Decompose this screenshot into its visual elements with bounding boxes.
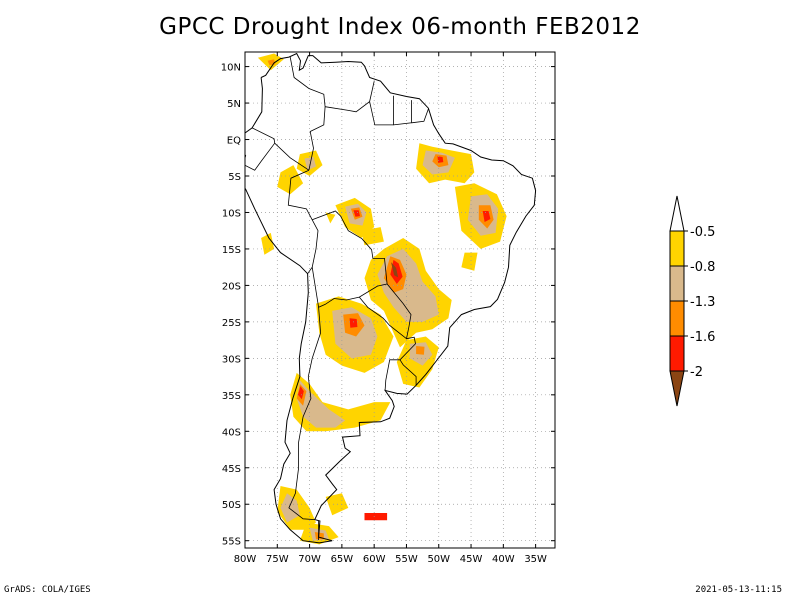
drought-patch-lvl-minus1-6 xyxy=(437,156,444,163)
footer-timestamp: 2021-05-13-11:15 xyxy=(695,585,782,595)
country-border xyxy=(369,95,394,126)
lon-tick-label: 75W xyxy=(266,554,289,565)
lon-tick-label: 60W xyxy=(363,554,386,565)
lon-tick-label: 50W xyxy=(427,554,450,565)
legend-label: -0.5 xyxy=(690,225,715,240)
drought-patch-lvl-minus1-6 xyxy=(482,211,491,222)
lat-tick-label: 20S xyxy=(222,281,241,292)
lat-tick-label: 55S xyxy=(222,537,241,548)
map-title: GPCC Drought Index 06-month FEB2012 xyxy=(159,14,641,40)
drought-regions xyxy=(257,53,507,545)
lon-tick-label: 40W xyxy=(492,554,515,565)
drought-patch-lvl-minus0-5 xyxy=(461,252,478,271)
drought-patch-lvl-minus0-5 xyxy=(277,165,304,195)
drought-patch-lvl-minus1-6 xyxy=(364,513,388,521)
drought-patch-lvl-minus0-5 xyxy=(361,227,384,246)
lat-tick-label: 45S xyxy=(222,464,241,475)
country-border xyxy=(245,127,276,171)
footer-credit: GrADS: COLA/IGES xyxy=(4,585,91,595)
map-frame xyxy=(244,51,556,549)
legend-label: -0.8 xyxy=(690,260,715,275)
drought-patch-lvl-minus1-6 xyxy=(298,386,304,400)
lat-tick-label: 30S xyxy=(222,354,241,365)
country-border xyxy=(311,267,388,308)
country-border xyxy=(312,210,388,285)
drought-patch-lvl-minus0-8 xyxy=(280,493,300,523)
drought-patch-lvl-minus2 xyxy=(391,262,399,278)
legend-swatch xyxy=(669,230,685,267)
drought-patch-lvl-minus0-5 xyxy=(325,212,336,224)
lat-tick-label: 35S xyxy=(222,391,241,402)
lat-tick-label: 25S xyxy=(222,318,241,329)
lon-tick-label: 55W xyxy=(395,554,418,565)
lon-tick-label: 70W xyxy=(298,554,321,565)
lat-tick-label: 50S xyxy=(222,500,241,511)
drought-patch-lvl-minus0-5 xyxy=(261,232,275,255)
country-border xyxy=(325,81,375,113)
lat-lon-grid xyxy=(244,52,555,548)
coastline xyxy=(245,52,537,544)
drought-patch-lvl-minus0-8 xyxy=(296,380,346,428)
lat-tick-label: 5S xyxy=(228,172,241,183)
drought-patch-lvl-minus1-6 xyxy=(353,210,360,217)
legend-swatch xyxy=(669,265,685,302)
country-border xyxy=(288,307,322,520)
country-border xyxy=(393,100,413,126)
legend-label: -2 xyxy=(690,365,703,380)
axis-ticks: 80W 75W 70W 65W 60W 55W 50W 45W 40W 35W 10N 5N EQ 5S 1… xyxy=(221,52,555,565)
lon-tick-label: 65W xyxy=(331,554,354,565)
lat-tick-label: 15S xyxy=(222,245,241,256)
legend-cap-top xyxy=(669,195,685,232)
drought-patch-lvl-minus1-6 xyxy=(349,318,358,328)
country-borders xyxy=(245,57,429,540)
lat-tick-label: 5N xyxy=(227,99,241,110)
legend-label: -1.6 xyxy=(690,330,715,345)
legend-swatch xyxy=(669,335,685,372)
lat-tick-label: 40S xyxy=(222,427,241,438)
legend-swatch xyxy=(669,300,685,337)
country-border xyxy=(399,359,417,386)
drought-patch-lvl-minus1-3 xyxy=(416,346,425,355)
color-legend: -0.5 -0.8 -1.3 -1.6 -2 xyxy=(669,195,715,407)
lat-tick-label: EQ xyxy=(227,136,241,147)
coastline-line xyxy=(245,52,537,544)
lon-tick-label: 80W xyxy=(234,554,257,565)
lat-tick-label: 10S xyxy=(222,208,241,219)
lon-tick-label: 45W xyxy=(460,554,483,565)
country-border xyxy=(274,142,310,171)
country-border xyxy=(411,108,429,124)
legend-cap-bottom xyxy=(669,370,685,407)
lat-tick-label: 10N xyxy=(221,63,241,74)
lon-tick-label: 35W xyxy=(524,554,547,565)
legend-label: -1.3 xyxy=(690,295,715,310)
